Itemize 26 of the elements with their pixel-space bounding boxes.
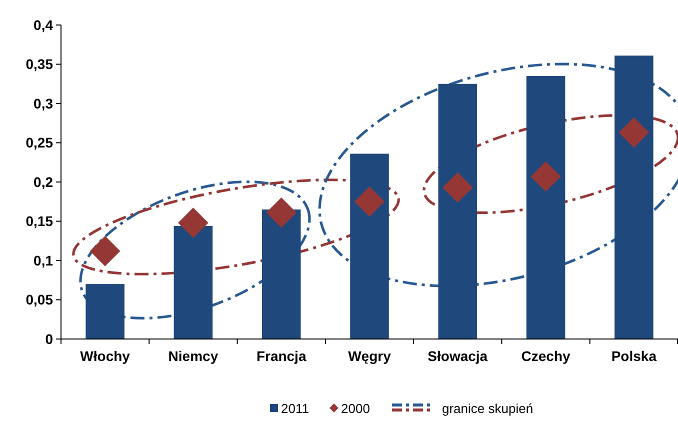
x-tick-label: Węgry	[348, 348, 392, 364]
y-tick-label: 0,35	[26, 56, 54, 72]
y-tick-label: 0,05	[26, 292, 54, 308]
x-tick-label: Polska	[611, 348, 657, 364]
bar	[86, 284, 124, 339]
point	[530, 161, 561, 192]
bar	[614, 56, 654, 339]
legend-label: 2011	[281, 401, 309, 416]
y-tick-label: 0,3	[34, 95, 54, 112]
text: granice skupień	[442, 401, 534, 416]
y-tick-label: 0	[45, 330, 54, 347]
x-tick-label: Czechy	[521, 348, 571, 364]
bar	[526, 76, 566, 339]
x-tick-label: Słowacja	[428, 348, 488, 364]
legend-label: 2000	[341, 401, 370, 416]
point	[618, 117, 650, 148]
y-tick-label: 0,2	[34, 174, 54, 190]
x-tick-label: Niemcy	[168, 348, 218, 364]
x-tick-label: Francja	[256, 348, 306, 364]
y-tick-label: 0,4	[34, 16, 54, 33]
point	[442, 172, 473, 203]
x-tick-label: Włochy	[80, 348, 130, 364]
y-tick-label: 0,1	[34, 252, 54, 268]
y-tick-label: 0,15	[26, 213, 54, 230]
y-tick-label: 0,25	[26, 134, 54, 151]
bar	[438, 84, 478, 339]
